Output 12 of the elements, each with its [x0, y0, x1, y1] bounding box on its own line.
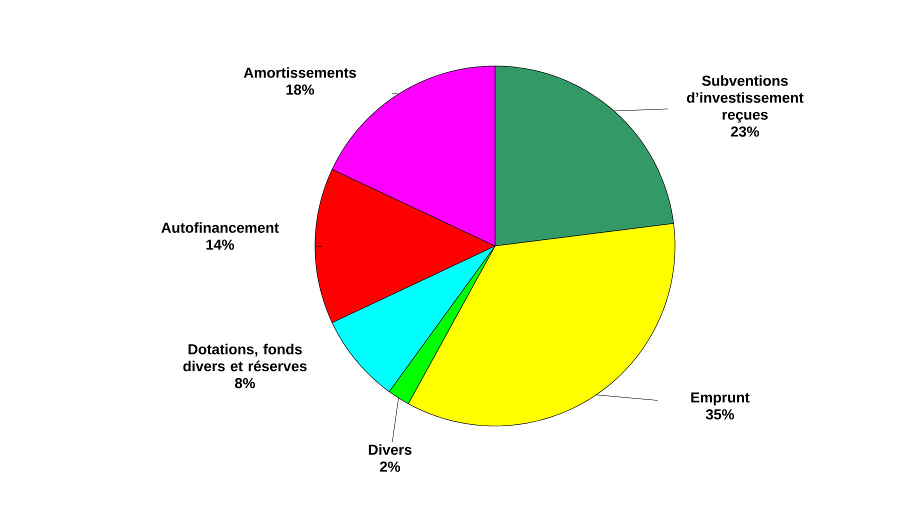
- legend-label: Emprunt: [691, 392, 750, 406]
- data-label: 14%: [206, 240, 234, 250]
- data-label: 8%: [235, 378, 256, 388]
- slice-label: Amortissements: [244, 67, 356, 78]
- data-label: 18%: [286, 84, 314, 95]
- data-label: 2%: [380, 462, 400, 472]
- data-label: 35%: [706, 409, 734, 420]
- slice-label: Autofinancement: [161, 222, 279, 233]
- slice-label: Divers: [368, 444, 412, 455]
- slice-label: Dotations, fonds divers et réserves: [183, 344, 307, 372]
- data-label: 23%: [731, 126, 760, 137]
- slice-label: Subventions d’investissement reçues: [687, 75, 804, 123]
